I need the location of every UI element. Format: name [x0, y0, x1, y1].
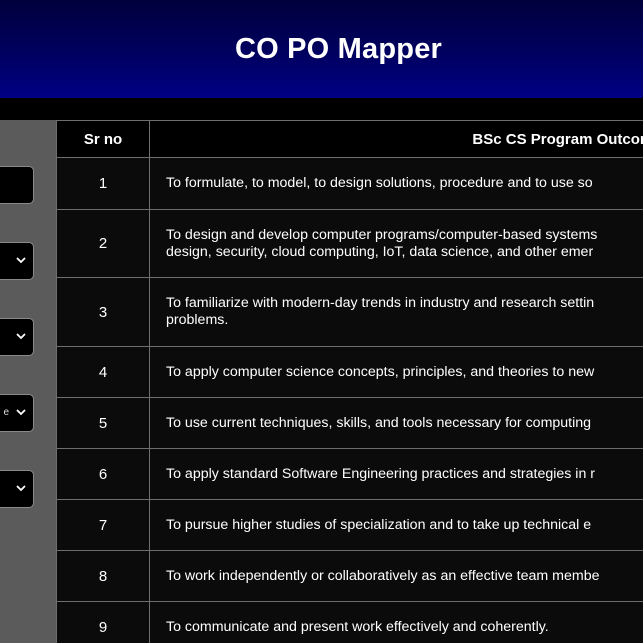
row-sr-no: 6: [56, 448, 150, 500]
row-sr-no: 1: [56, 157, 150, 210]
row-sr-no: 7: [56, 499, 150, 551]
outcomes-table-container[interactable]: Sr no BSc CS Program Outcome 1 To formul…: [56, 120, 643, 643]
table-row: 8 To work independently or collaborative…: [56, 550, 643, 602]
row-outcome-text: To familiarize with modern-day trends in…: [149, 277, 643, 347]
table-row: 6 To apply standard Software Engineering…: [56, 448, 643, 500]
table-row: 9 To communicate and present work effect…: [56, 601, 643, 643]
table-row: 4 To apply computer science concepts, pr…: [56, 346, 643, 398]
column-header-sr-no: Sr no: [56, 120, 150, 158]
app-title: CO PO Mapper: [234, 32, 443, 65]
app-header: CO PO Mapper: [0, 0, 643, 98]
row-outcome-text: To apply computer science concepts, prin…: [149, 346, 643, 398]
row-sr-no: 4: [56, 346, 150, 398]
sidebar-select-3[interactable]: e: [0, 394, 34, 432]
sidebar-select-4[interactable]: [0, 470, 34, 508]
column-header-outcome: BSc CS Program Outcome: [149, 120, 643, 158]
row-outcome-text: To communicate and present work effectiv…: [149, 601, 643, 643]
sidebar-select-3-value: e: [3, 407, 9, 418]
table-row: 1 To formulate, to model, to design solu…: [56, 157, 643, 210]
row-sr-no: 2: [56, 209, 150, 278]
row-outcome-text: To work independently or collaboratively…: [149, 550, 643, 602]
table-header-row: Sr no BSc CS Program Outcome: [56, 120, 643, 158]
table-row: 7 To pursue higher studies of specializa…: [56, 499, 643, 551]
row-sr-no: 8: [56, 550, 150, 602]
outcomes-table: Sr no BSc CS Program Outcome 1 To formul…: [56, 120, 643, 643]
row-outcome-text: To formulate, to model, to design soluti…: [149, 157, 643, 210]
table-row: 5 To use current techniques, skills, and…: [56, 397, 643, 449]
chevron-down-icon: [16, 485, 26, 492]
table-row: 3 To familiarize with modern-day trends …: [56, 277, 643, 347]
row-outcome-text: To apply standard Software Engineering p…: [149, 448, 643, 500]
row-sr-no: 9: [56, 601, 150, 643]
chevron-down-icon: [16, 257, 26, 264]
sidebar: e: [0, 120, 56, 643]
row-sr-no: 5: [56, 397, 150, 449]
row-sr-no: 3: [56, 277, 150, 347]
row-outcome-text: To pursue higher studies of specializati…: [149, 499, 643, 551]
row-outcome-text: To use current techniques, skills, and t…: [149, 397, 643, 449]
chevron-down-icon: [16, 333, 26, 340]
sidebar-select-2[interactable]: [0, 318, 34, 356]
table-row: 2 To design and develop computer program…: [56, 209, 643, 278]
sidebar-text-input[interactable]: [0, 166, 34, 204]
chevron-down-icon: [16, 409, 26, 416]
row-outcome-text: To design and develop computer programs/…: [149, 209, 643, 278]
sidebar-select-1[interactable]: [0, 242, 34, 280]
